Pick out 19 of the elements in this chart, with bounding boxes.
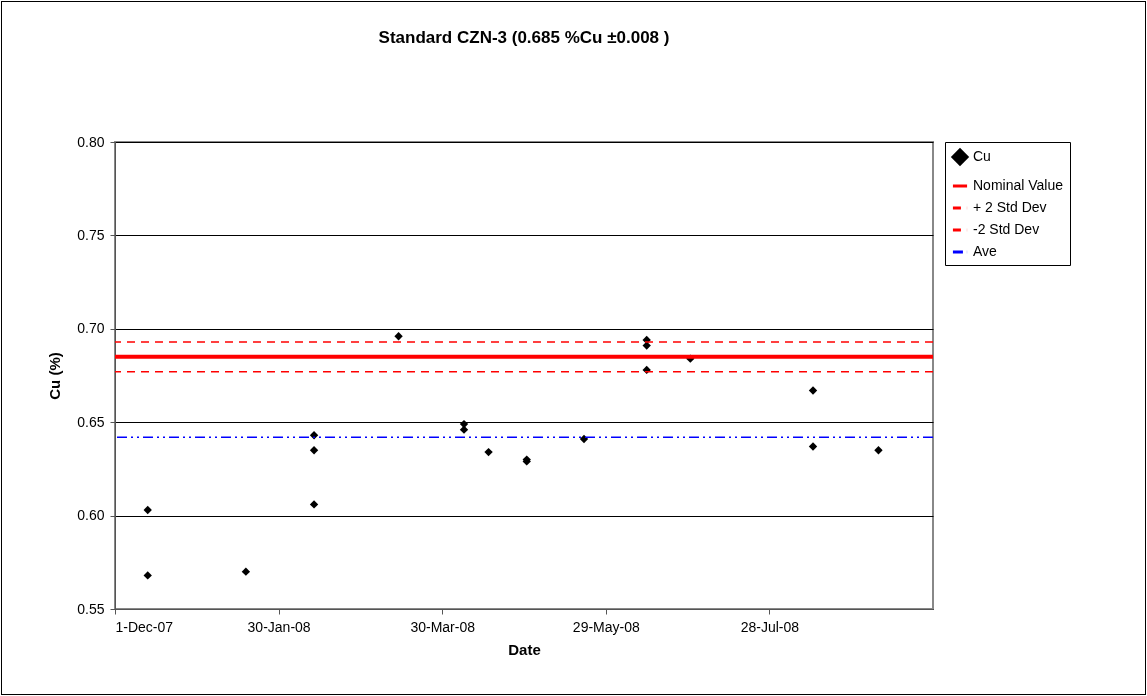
legend-label: + 2 Std Dev: [973, 199, 1047, 215]
y-tick-label: 0.65: [77, 413, 105, 430]
legend-label: -2 Std Dev: [973, 221, 1040, 237]
y-tick-label: 0.60: [77, 507, 105, 524]
legend-label: Ave: [973, 243, 998, 259]
y-tick-label: 0.55: [77, 600, 105, 617]
x-tick-label: 28-Jul-08: [740, 618, 800, 635]
x-tick-label: 30-Mar-08: [410, 618, 476, 635]
y-tick-label: 0.80: [77, 133, 105, 150]
x-tick-label: 29-May-08: [572, 618, 640, 635]
y-tick-label: 0.70: [77, 320, 105, 337]
y-tick-label: 0.75: [77, 226, 105, 243]
y-axis-title: Cu (%): [46, 352, 64, 400]
chart-title: Standard CZN-3 (0.685 %Cu ±0.008 ): [378, 28, 670, 47]
x-axis-title: Date: [508, 640, 541, 658]
legend-label: Cu: [973, 148, 991, 164]
legend-label: Nominal Value: [973, 177, 1064, 193]
x-tick-label: 1-Dec-07: [115, 618, 174, 635]
x-tick-label: 30-Jan-08: [247, 618, 311, 635]
